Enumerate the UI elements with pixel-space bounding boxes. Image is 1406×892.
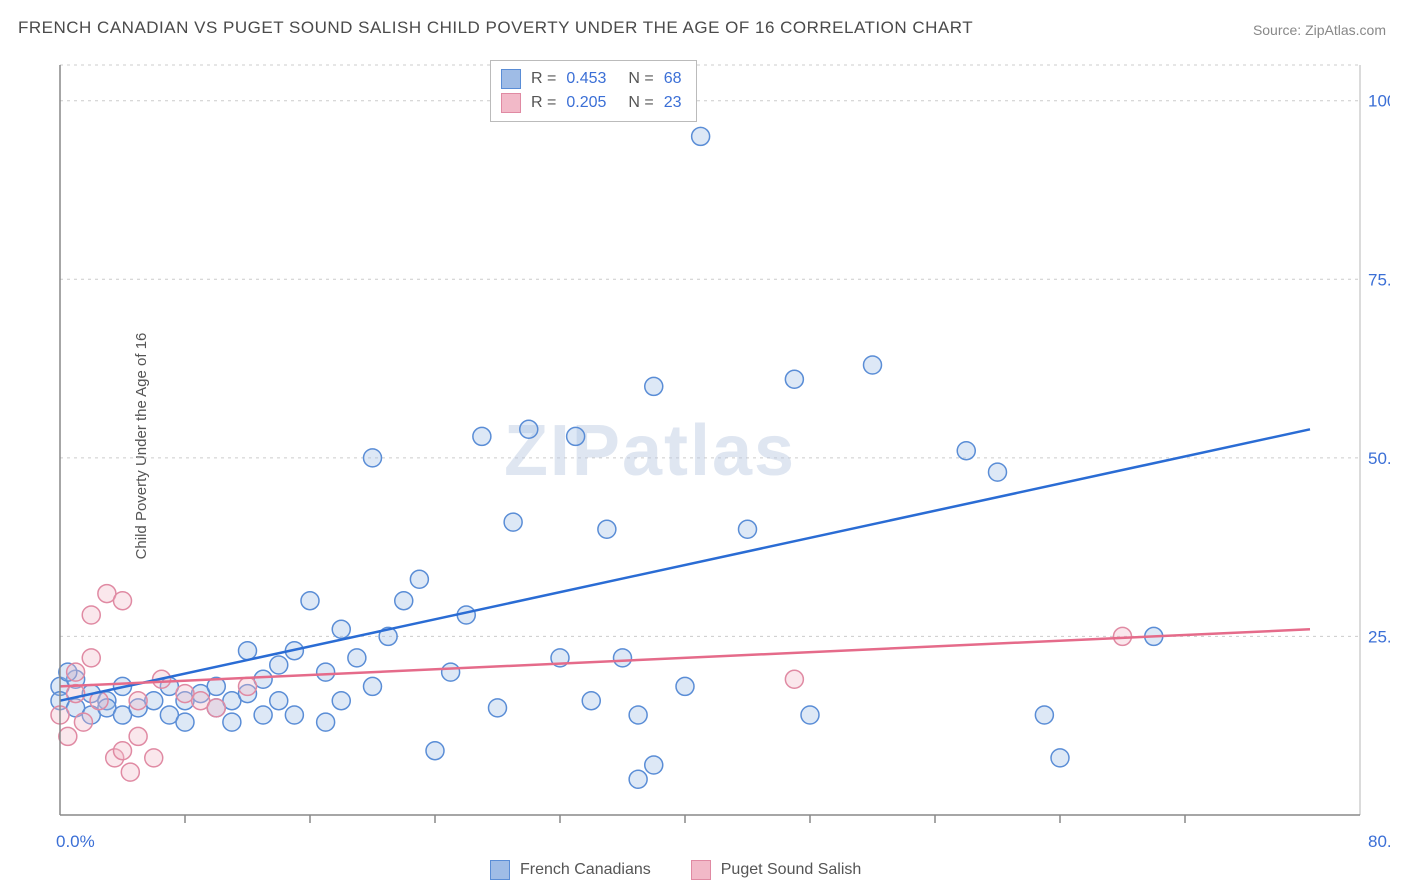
data-point [801, 706, 819, 724]
data-point [223, 713, 241, 731]
svg-text:75.0%: 75.0% [1368, 270, 1390, 289]
gridlines [60, 65, 1360, 636]
data-point [785, 370, 803, 388]
r-label: R = [531, 70, 556, 88]
data-point [473, 427, 491, 445]
data-point [567, 427, 585, 445]
data-point [114, 742, 132, 760]
data-point [270, 656, 288, 674]
legend-row: R = 0.205 N = 23 [501, 91, 682, 115]
legend-item: French Canadians [490, 860, 651, 880]
legend-row: R = 0.453 N = 68 [501, 67, 682, 91]
data-point [1051, 749, 1069, 767]
source-label: Source: [1253, 22, 1301, 38]
data-point [629, 770, 647, 788]
data-point [364, 449, 382, 467]
svg-text:ZIPatlas: ZIPatlas [504, 411, 796, 491]
data-point [207, 699, 225, 717]
legend-label: Puget Sound Salish [721, 861, 862, 879]
legend-label: French Canadians [520, 861, 651, 879]
data-point [74, 713, 92, 731]
data-point [67, 663, 85, 681]
data-point [59, 727, 77, 745]
n-value: 23 [664, 94, 682, 112]
data-point [645, 756, 663, 774]
svg-text:0.0%: 0.0% [56, 832, 95, 851]
data-point [145, 749, 163, 767]
legend-swatch [501, 69, 521, 89]
data-point [285, 706, 303, 724]
data-point [989, 463, 1007, 481]
data-point [614, 649, 632, 667]
r-value: 0.205 [566, 94, 606, 112]
data-point [410, 570, 428, 588]
data-point [332, 620, 350, 638]
data-point [692, 127, 710, 145]
data-point [1035, 706, 1053, 724]
r-value: 0.453 [566, 70, 606, 88]
data-point [489, 699, 507, 717]
plot-area: ZIPatlas 25.0% 50.0% 75.0% 100.0% 0.0% 80.0% [50, 55, 1390, 875]
chart-title: FRENCH CANADIAN VS PUGET SOUND SALISH CH… [18, 18, 973, 38]
svg-text:50.0%: 50.0% [1368, 449, 1390, 468]
legend-swatch [691, 860, 711, 880]
svg-text:100.0%: 100.0% [1368, 92, 1390, 111]
legend-swatch [501, 93, 521, 113]
data-point [129, 727, 147, 745]
data-point [426, 742, 444, 760]
watermark: ZIPatlas [504, 411, 796, 491]
data-point [676, 677, 694, 695]
data-point [598, 520, 616, 538]
source-credit: Source: ZipAtlas.com [1253, 22, 1386, 38]
n-label: N = [628, 94, 653, 112]
data-point [504, 513, 522, 531]
data-point [82, 649, 100, 667]
svg-text:80.0%: 80.0% [1368, 832, 1390, 851]
legend-item: Puget Sound Salish [691, 860, 862, 880]
data-point [395, 592, 413, 610]
legend-swatch [490, 860, 510, 880]
data-point [582, 692, 600, 710]
data-point [114, 592, 132, 610]
data-point [301, 592, 319, 610]
legend-correlation: R = 0.453 N = 68 R = 0.205 N = 23 [490, 60, 697, 122]
n-value: 68 [664, 70, 682, 88]
data-point [957, 442, 975, 460]
data-point [864, 356, 882, 374]
data-point [82, 606, 100, 624]
n-label: N = [628, 70, 653, 88]
data-point [121, 763, 139, 781]
r-label: R = [531, 94, 556, 112]
data-point [785, 670, 803, 688]
data-point [645, 377, 663, 395]
data-point [176, 713, 194, 731]
svg-text:25.0%: 25.0% [1368, 627, 1390, 646]
legend-series: French Canadians Puget Sound Salish [490, 860, 861, 880]
data-point [520, 420, 538, 438]
data-point [239, 677, 257, 695]
data-point [317, 713, 335, 731]
data-point [364, 677, 382, 695]
data-point [348, 649, 366, 667]
data-point [270, 692, 288, 710]
data-point [629, 706, 647, 724]
data-point [129, 692, 147, 710]
data-point [332, 692, 350, 710]
data-point [739, 520, 757, 538]
source-value: ZipAtlas.com [1305, 22, 1386, 38]
data-point [239, 642, 257, 660]
data-point [317, 663, 335, 681]
data-point [442, 663, 460, 681]
data-point [254, 706, 272, 724]
correlation-chart: FRENCH CANADIAN VS PUGET SOUND SALISH CH… [0, 0, 1406, 892]
